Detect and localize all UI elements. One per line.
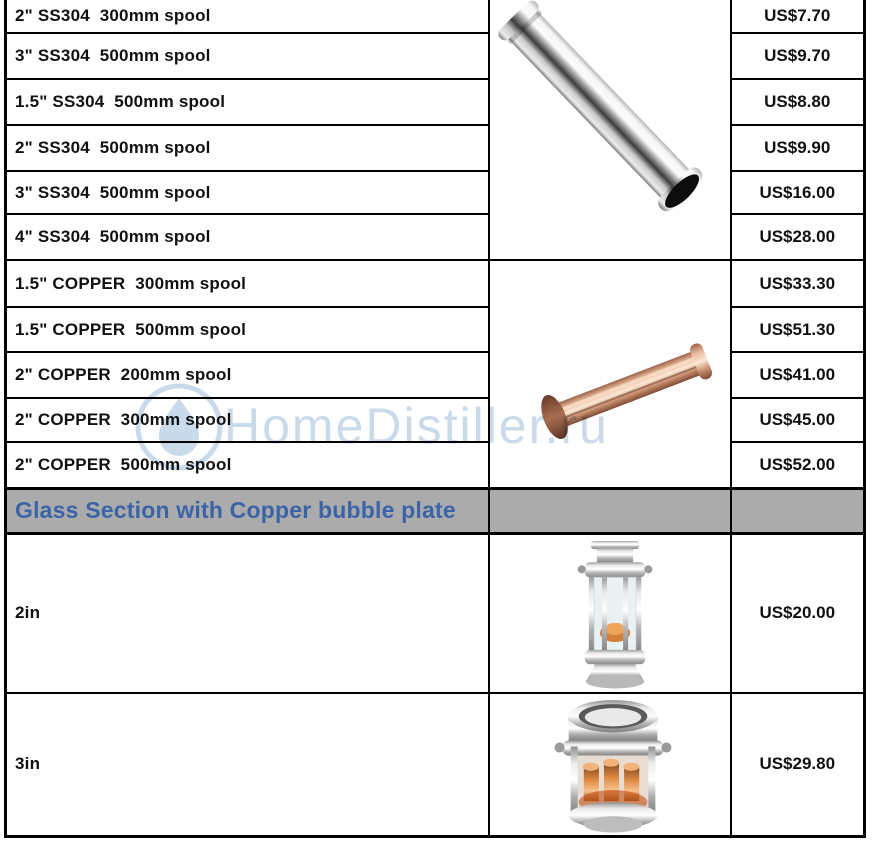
table-row: 4" SS304 500mm spool US$28.00 — [4, 213, 866, 261]
product-description: 2" COPPER 300mm spool — [4, 397, 490, 443]
table-row: 2" COPPER 300mm spool US$45.00 — [4, 397, 866, 443]
table-row: 2" COPPER 200mm spool US$41.00 — [4, 351, 866, 399]
product-description: 1.5" COPPER 500mm spool — [4, 306, 490, 353]
table-row: 1.5" SS304 500mm spool US$8.80 — [4, 78, 866, 126]
product-description: 2" COPPER 200mm spool — [4, 351, 490, 399]
product-price: US$51.30 — [729, 306, 866, 353]
price-table: 2" SS304 300mm spool — [4, 0, 866, 838]
table-row: 1.5" COPPER 500mm spool US$51.30 — [4, 306, 866, 353]
glass-section-sight-glass-2in-image — [577, 540, 652, 688]
product-price: US$41.00 — [729, 351, 866, 399]
copper-spool-pipe-image — [540, 343, 712, 440]
product-description: 1.5" SS304 500mm spool — [4, 78, 490, 126]
product-price: US$8.80 — [729, 78, 866, 126]
product-price: US$9.90 — [729, 124, 866, 172]
table-row: 2" COPPER 500mm spool US$52.00 — [4, 441, 866, 489]
product-image-cell — [487, 0, 732, 261]
product-description: 2in — [4, 532, 490, 694]
table-row: 2in — [4, 532, 866, 694]
glass-section-sight-glass-3in-image — [554, 700, 672, 833]
product-price: US$52.00 — [729, 441, 866, 489]
section-header-row: Glass Section with Copper bubble plate — [4, 486, 866, 535]
product-price: US$7.70 — [729, 0, 866, 34]
table-row: 2" SS304 500mm spool US$9.90 — [4, 124, 866, 172]
product-description: 4" SS304 500mm spool — [4, 213, 490, 261]
product-price: US$29.80 — [729, 692, 866, 837]
table-row: 1.5" COPPER 300mm spool — [4, 259, 866, 489]
product-price: US$28.00 — [729, 213, 866, 261]
product-description: 3in — [4, 692, 490, 837]
table-row: 3" SS304 500mm spool US$9.70 — [4, 32, 866, 80]
product-image-cell — [487, 692, 732, 837]
product-description: 2" SS304 300mm spool — [4, 0, 490, 34]
product-price: US$20.00 — [729, 532, 866, 694]
product-description: 1.5" COPPER 300mm spool — [4, 259, 490, 308]
table-row: 3" SS304 500mm spool US$16.00 — [4, 170, 866, 215]
product-description: 3" SS304 500mm spool — [4, 32, 490, 80]
section-header-spacer — [487, 486, 732, 535]
product-description: 2" SS304 500mm spool — [4, 124, 490, 172]
table-row: 3in — [4, 692, 866, 837]
product-description: 2" COPPER 500mm spool — [4, 441, 490, 489]
product-price: US$45.00 — [729, 397, 866, 443]
product-price: US$9.70 — [729, 32, 866, 80]
section-header-label: Glass Section with Copper bubble plate — [4, 486, 490, 535]
stainless-steel-spool-pipe-image — [497, 0, 703, 212]
product-image-cell — [487, 532, 732, 694]
product-image-cell — [487, 259, 732, 489]
product-price: US$16.00 — [729, 170, 866, 215]
product-price: US$33.30 — [729, 259, 866, 308]
section-header-spacer — [729, 486, 866, 535]
product-description: 3" SS304 500mm spool — [4, 170, 490, 215]
table-row: 2" SS304 300mm spool — [4, 0, 866, 261]
